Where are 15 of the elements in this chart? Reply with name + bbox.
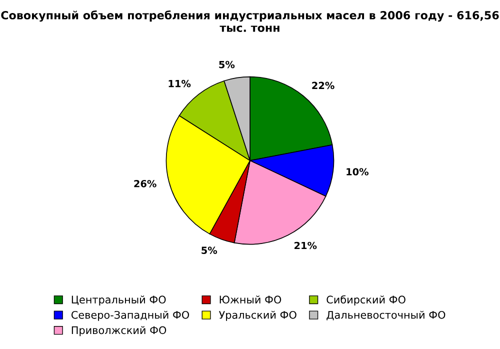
legend-label: Центральный ФО	[72, 296, 166, 306]
data-label: 10%	[346, 168, 369, 176]
data-label: 11%	[168, 80, 191, 88]
legend-label: Сибирский ФО	[326, 295, 406, 306]
data-label: 21%	[294, 242, 317, 250]
chart-title: Совокупный объем потребления индустриальных масел в 2006 году - 616,56 тыс. тонн	[1, 10, 499, 32]
data-label: 5%	[219, 60, 235, 68]
legend-label: Северо-Западный ФО	[71, 310, 190, 321]
data-label: 22%	[312, 82, 334, 90]
legend-label: Приволжский ФО	[72, 326, 166, 336]
data-label: 26%	[134, 180, 156, 188]
legend-label: Южный ФО	[220, 296, 282, 304]
legend-label: Дальневосточный ФО	[326, 310, 446, 320]
data-label: 5%	[202, 246, 218, 254]
legend-label: Уральский ФО	[218, 310, 296, 321]
